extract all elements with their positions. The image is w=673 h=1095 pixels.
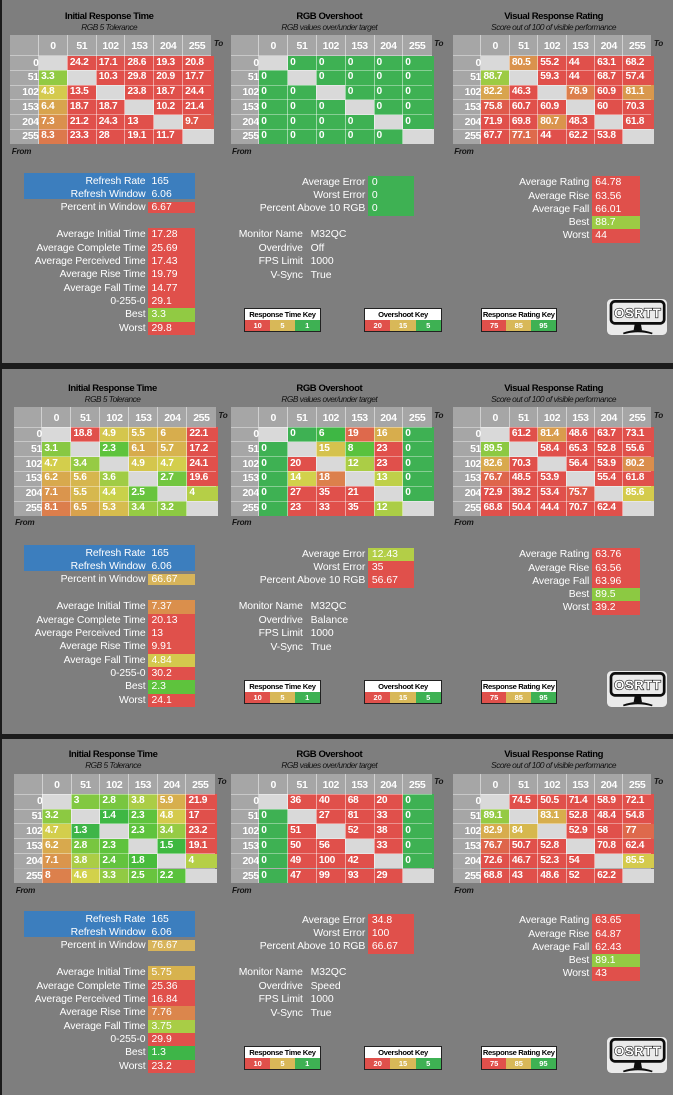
svg-text:OSRTT: OSRTT	[615, 677, 662, 692]
svg-text:OSRTT: OSRTT	[615, 1043, 662, 1058]
svg-text:OSRTT: OSRTT	[615, 305, 662, 320]
